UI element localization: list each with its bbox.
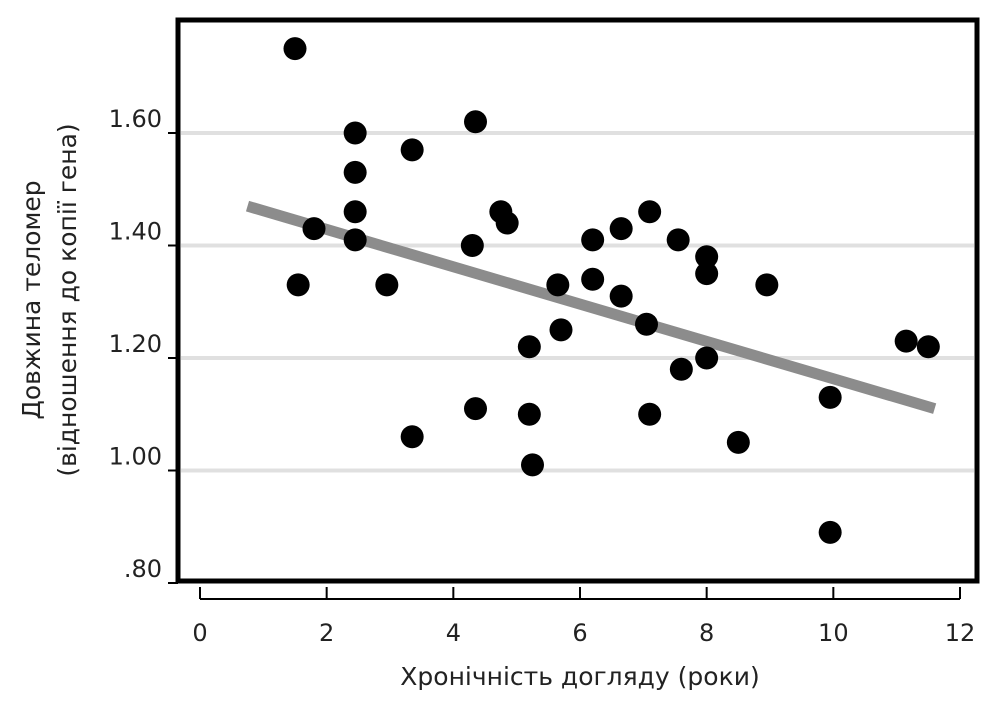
grid-lines (181, 131, 974, 473)
data-point (609, 217, 633, 241)
data-point (343, 160, 367, 184)
x-tick-label: 10 (818, 619, 849, 647)
data-point (464, 397, 487, 421)
y-tick-label: .80 (124, 555, 162, 583)
data-point (755, 273, 779, 297)
data-point (638, 402, 662, 426)
data-point (894, 329, 918, 353)
data-point (666, 228, 690, 252)
x-tick-label: 0 (192, 619, 207, 647)
x-tick-label: 12 (945, 619, 976, 647)
data-point (400, 138, 424, 162)
data-point (581, 267, 605, 291)
data-point (517, 335, 541, 359)
data-point (343, 228, 367, 252)
data-point (609, 284, 633, 308)
y-tick-label: 1.20 (109, 330, 162, 358)
data-point (638, 200, 662, 224)
x-tick-label: 8 (699, 619, 714, 647)
data-point (343, 121, 367, 145)
y-tick-label: 1.40 (109, 218, 162, 246)
x-axis-title: Хронічність догляду (роки) (400, 662, 759, 691)
data-point (635, 312, 658, 336)
y-axis-title-line2: (відношення до копії гена) (53, 123, 82, 476)
y-axis-title: Довжина теломер (відношення до копії ген… (17, 123, 82, 476)
data-point (517, 402, 541, 426)
data-point (521, 453, 544, 477)
data-point (669, 357, 693, 381)
y-tick-label: 1.00 (109, 443, 162, 471)
data-point (581, 228, 605, 252)
data-point (464, 110, 487, 134)
data-point (460, 234, 484, 257)
axes: .80 1.00 1.20 1.40 1.60 0 2 4 6 8 10 12 (109, 20, 976, 647)
data-point (695, 262, 719, 286)
data-point (695, 245, 719, 269)
data-point (695, 346, 719, 370)
x-tick-label: 2 (319, 619, 334, 647)
data-point (375, 273, 399, 297)
data-point (400, 425, 424, 449)
y-tick-label: 1.60 (109, 105, 162, 133)
y-axis-title-line1: Довжина теломер (17, 180, 46, 419)
x-tick-label: 4 (446, 619, 461, 647)
data-point (549, 318, 573, 342)
data-point (343, 200, 367, 224)
x-tick-label: 6 (572, 619, 587, 647)
data-point (283, 37, 307, 61)
data-points (283, 37, 940, 544)
data-point (818, 385, 842, 409)
data-point (302, 217, 326, 241)
data-point (495, 211, 519, 235)
data-point (916, 335, 940, 359)
data-point (286, 273, 310, 297)
data-point (726, 430, 750, 454)
data-point (818, 520, 842, 544)
data-point (546, 273, 570, 297)
